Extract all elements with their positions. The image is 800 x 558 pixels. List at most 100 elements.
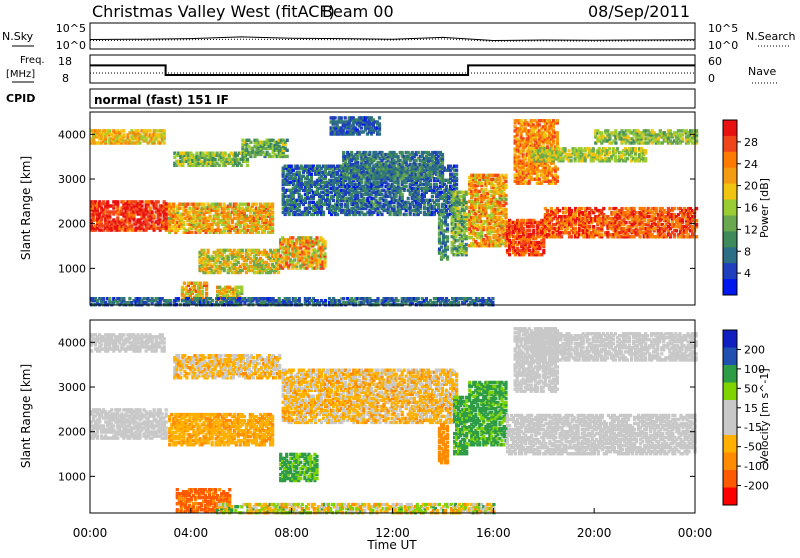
heatmap-cell bbox=[218, 164, 221, 167]
heatmap-cell bbox=[417, 297, 420, 300]
heatmap-cell bbox=[178, 207, 181, 210]
freq-unit: [MHz] bbox=[6, 69, 35, 80]
heatmap-cell bbox=[286, 149, 289, 152]
heatmap-cell bbox=[277, 271, 280, 274]
heatmap-cell bbox=[207, 249, 210, 252]
heatmap-cell bbox=[300, 195, 303, 198]
heatmap-cell bbox=[128, 297, 131, 300]
heatmap-cell bbox=[417, 151, 420, 154]
heatmap-cell bbox=[219, 203, 222, 206]
noise-tick-left-top: 10^5 bbox=[56, 22, 86, 35]
heatmap-cell bbox=[465, 223, 468, 226]
heatmap-cell bbox=[116, 216, 119, 219]
heatmap-cell bbox=[257, 231, 260, 234]
heatmap-cell bbox=[149, 129, 152, 132]
heatmap-cell bbox=[441, 153, 444, 156]
heatmap-cell bbox=[455, 187, 458, 190]
heatmap-cell bbox=[446, 235, 449, 238]
heatmap-cell bbox=[401, 193, 404, 196]
heatmap-cell bbox=[405, 185, 408, 188]
heatmap-cell bbox=[209, 215, 212, 218]
heatmap-cell bbox=[465, 213, 468, 216]
heatmap-cell bbox=[293, 258, 296, 261]
heatmap-cell bbox=[202, 203, 205, 206]
heatmap-cell bbox=[214, 158, 217, 161]
heatmap-cell bbox=[453, 203, 456, 206]
heatmap-cell bbox=[246, 158, 249, 161]
heatmap-cell bbox=[309, 236, 312, 239]
heatmap-cell bbox=[165, 212, 168, 215]
heatmap-cell bbox=[108, 129, 111, 132]
heatmap-cell bbox=[397, 155, 400, 158]
heatmap-cell bbox=[190, 231, 193, 234]
heatmap-cell bbox=[423, 169, 426, 172]
frequency-panel: Freq. [MHz] 18 8 60 0 Nave bbox=[6, 55, 778, 85]
freq-tick-bottom: 8 bbox=[62, 72, 69, 85]
heatmap-cell bbox=[323, 252, 326, 255]
heatmap-cell bbox=[455, 165, 458, 168]
heatmap-cell bbox=[435, 183, 438, 186]
heatmap-cell bbox=[465, 243, 468, 246]
mode-label: normal (fast) 151 IF bbox=[94, 93, 229, 107]
heatmap-cell bbox=[177, 297, 180, 300]
heatmap-cell bbox=[440, 245, 443, 248]
cpid-label: CPID bbox=[6, 92, 35, 105]
heatmap-cell bbox=[315, 236, 318, 239]
heatmap-cell bbox=[271, 211, 274, 214]
heatmap-cell bbox=[182, 221, 185, 224]
heatmap-cell bbox=[290, 165, 293, 168]
heatmap-cell bbox=[267, 263, 270, 266]
date-label: 08/Sep/2011 bbox=[588, 2, 690, 21]
heatmap-cell bbox=[445, 185, 448, 188]
heatmap-cell bbox=[205, 282, 208, 285]
nave-tick-top: 60 bbox=[708, 55, 722, 68]
heatmap-cell bbox=[102, 297, 105, 300]
heatmap-cell bbox=[186, 203, 189, 206]
heatmap-cell bbox=[108, 297, 111, 300]
heatmap-cell bbox=[298, 297, 301, 300]
heatmap-cell bbox=[482, 226, 485, 229]
heatmap-cell bbox=[465, 191, 468, 194]
heatmap-cell bbox=[199, 282, 202, 285]
heatmap-cell bbox=[455, 183, 458, 186]
heatmap-cell bbox=[291, 236, 294, 239]
heatmap-cell bbox=[224, 152, 227, 155]
heatmap-cell bbox=[229, 203, 232, 206]
noise-tick-right-bottom: 10^0 bbox=[708, 39, 738, 52]
heatmap-cell bbox=[405, 213, 408, 216]
heatmap-cell bbox=[271, 203, 274, 206]
heatmap-cell bbox=[286, 139, 289, 142]
heatmap-cell bbox=[138, 141, 141, 144]
heatmap-cell bbox=[140, 204, 143, 207]
heatmap-cell bbox=[246, 164, 249, 167]
heatmap-cell bbox=[446, 223, 449, 226]
heatmap-cell bbox=[165, 202, 168, 205]
heatmap-cell bbox=[491, 297, 494, 300]
heatmap-cell bbox=[116, 200, 119, 203]
heatmap-cell bbox=[202, 249, 205, 252]
heatmap-cell bbox=[271, 223, 274, 226]
heatmap-cell bbox=[106, 200, 109, 203]
heatmap-cell bbox=[491, 301, 494, 304]
heatmap-cell bbox=[405, 177, 408, 180]
heatmap-cell bbox=[237, 261, 240, 264]
heatmap-cell bbox=[249, 141, 252, 144]
heatmap-cell bbox=[465, 247, 468, 250]
heatmap-cell bbox=[446, 245, 449, 248]
heatmap-cell bbox=[136, 129, 139, 132]
heatmap-cell bbox=[484, 188, 487, 191]
heatmap-cell bbox=[163, 141, 166, 144]
heatmap-cell bbox=[323, 240, 326, 243]
heatmap-cell bbox=[310, 173, 313, 176]
noise-right-label: N.Search bbox=[746, 30, 796, 43]
heatmap-cell bbox=[455, 173, 458, 176]
heatmap-cell bbox=[437, 203, 440, 206]
heatmap-cell bbox=[195, 152, 198, 155]
power-heatmap bbox=[90, 116, 698, 306]
beam-label: Beam 00 bbox=[322, 2, 394, 21]
heatmap-cell bbox=[340, 203, 343, 206]
nave-label: Nave bbox=[748, 65, 776, 78]
heatmap-cell bbox=[455, 177, 458, 180]
heatmap-cell bbox=[465, 235, 468, 238]
heatmap-cell bbox=[205, 292, 208, 295]
